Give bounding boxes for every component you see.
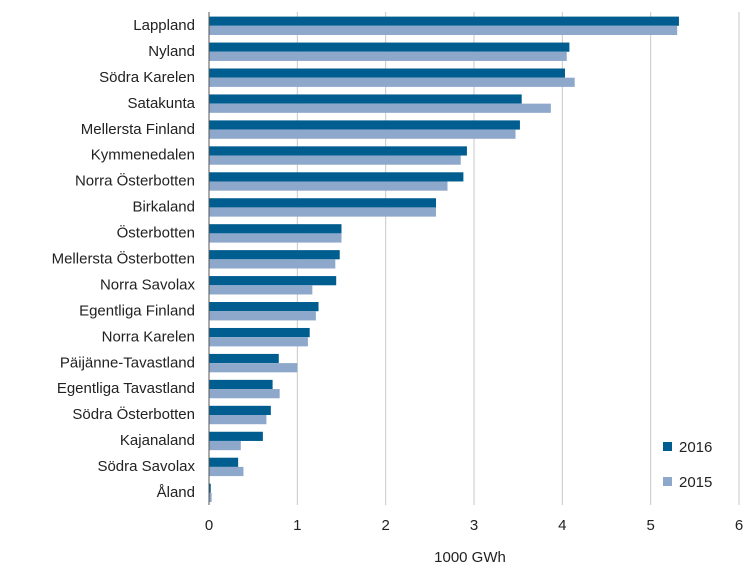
bar-2015	[209, 25, 678, 35]
legend-label-2015: 2015	[679, 474, 712, 491]
bar-2016	[209, 327, 310, 338]
bar-2015	[209, 466, 244, 477]
bar-2016	[209, 457, 239, 467]
category-labels: Lappland Nyland Södra Karelen Satakunta Mell…	[52, 17, 196, 501]
bar-2015	[209, 415, 267, 425]
bar-2015	[209, 181, 448, 191]
bar-2015	[209, 77, 575, 87]
x-axis-label: 1000 GWh	[434, 549, 506, 566]
x-tick-label: 2	[381, 517, 389, 534]
category-label: Södra Savolax	[97, 458, 195, 475]
category-label: Birkaland	[132, 199, 195, 216]
bar-2016	[209, 302, 319, 312]
bar-2015	[209, 129, 516, 139]
bar-2015	[209, 233, 342, 243]
bar-2016	[209, 276, 337, 286]
bar-2015	[209, 207, 437, 217]
bar-2015	[209, 311, 316, 321]
bar-2016	[209, 483, 211, 493]
bar-2016	[209, 250, 340, 260]
legend-label-2016: 2016	[679, 439, 712, 456]
bar-2016	[209, 353, 279, 364]
bar-2016	[209, 379, 273, 390]
category-label: Satakunta	[127, 95, 195, 112]
bar-2016	[209, 42, 570, 52]
x-tick-labels: 0 1 2 3 4 5 6	[205, 517, 743, 534]
bar-2016	[209, 94, 522, 104]
bar-2016	[209, 431, 263, 441]
category-label: Österbotten	[117, 224, 195, 242]
x-tick-label: 0	[205, 517, 213, 534]
category-label: Egentliga Finland	[79, 302, 195, 319]
x-tick-label: 6	[735, 517, 743, 534]
bar-2016	[209, 146, 467, 156]
bar-2015	[209, 259, 336, 269]
bar-2015	[209, 440, 241, 451]
category-label: Kajanaland	[120, 432, 195, 449]
bar-2015	[209, 389, 280, 399]
category-label: Mellersta Österbotten	[52, 250, 195, 268]
category-label: Norra Karelen	[102, 328, 195, 345]
category-label: Södra Karelen	[99, 69, 195, 86]
category-label: Nyland	[148, 43, 195, 60]
bar-2016	[209, 120, 520, 130]
category-label: Södra Österbotten	[72, 405, 195, 423]
legend-swatch-2015	[663, 477, 672, 486]
gridlines	[296, 12, 740, 505]
bar-2015	[209, 363, 298, 373]
bar-2016	[209, 405, 271, 416]
x-tick-label: 5	[646, 517, 654, 534]
bar-2015	[209, 155, 461, 165]
legend: 2016 2015	[663, 439, 712, 491]
bar-2015	[209, 103, 551, 113]
bar-2015	[209, 492, 212, 503]
x-tick-label: 3	[470, 517, 478, 534]
bar-2016	[209, 224, 342, 234]
x-tick-label: 4	[558, 517, 566, 534]
legend-swatch-2016	[663, 442, 672, 451]
x-tick-label: 1	[293, 517, 301, 534]
category-label: Lappland	[133, 17, 195, 34]
bar-2016	[209, 68, 565, 78]
bar-2016	[209, 16, 679, 26]
category-label: Päijänne-Tavastland	[60, 354, 195, 371]
category-label: Norra Österbotten	[75, 172, 195, 190]
category-label: Egentliga Tavastland	[57, 380, 195, 397]
category-label: Kymmenedalen	[91, 147, 195, 164]
bar-2015	[209, 285, 313, 295]
bar-2015	[209, 51, 567, 61]
category-label: Mellersta Finland	[81, 121, 195, 138]
bar-2015	[209, 337, 308, 347]
bar-2016	[209, 172, 464, 182]
bar-2016	[209, 198, 437, 208]
category-label: Norra Savolax	[100, 276, 196, 293]
bars	[209, 16, 679, 503]
category-label: Åland	[157, 484, 195, 501]
